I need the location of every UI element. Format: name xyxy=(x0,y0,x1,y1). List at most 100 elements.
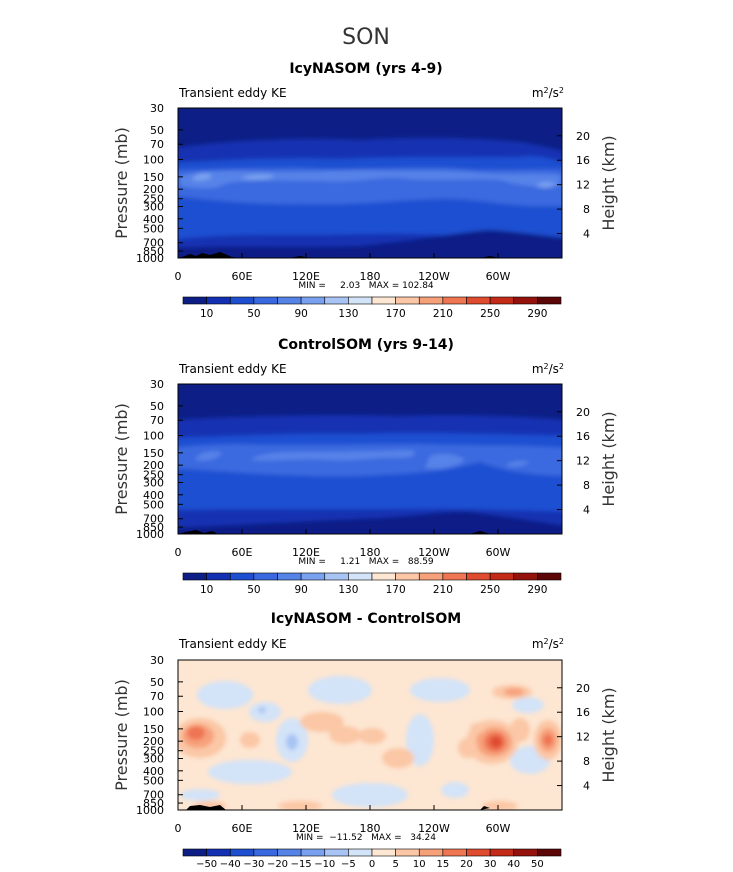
panel-units: m2/s2 xyxy=(532,637,564,652)
y-tick-label: 500 xyxy=(143,498,164,511)
y-tick-label: 1000 xyxy=(136,528,164,541)
colorbar-swatch xyxy=(537,296,562,305)
panel-title: IcyNASOM (yrs 4-9) xyxy=(289,61,442,77)
y-right-tick-label: 16 xyxy=(576,430,590,443)
colorbar-swatch xyxy=(348,296,373,305)
colorbar-swatch xyxy=(371,572,396,581)
colorbar-swatch xyxy=(395,296,420,305)
colorbar-swatch xyxy=(253,572,278,581)
colorbar-swatch xyxy=(466,572,491,581)
y-right-tick-label: 4 xyxy=(583,504,590,517)
y-tick-label: 100 xyxy=(143,154,164,167)
colorbar-label: −40 xyxy=(220,859,241,870)
panel-units: m2/s2 xyxy=(532,362,564,377)
y-tick-label: 400 xyxy=(143,489,164,502)
y-tick-label: 1000 xyxy=(136,804,164,817)
y-tick-label: 50 xyxy=(150,400,164,413)
y-axis-title: Pressure (mb) xyxy=(112,403,131,515)
colorbar-swatch xyxy=(229,572,255,581)
colorbar-swatch xyxy=(324,296,349,305)
y-tick-label: 500 xyxy=(143,774,164,787)
y-tick-label: 200 xyxy=(143,183,164,196)
colorbar-label: 90 xyxy=(294,584,307,596)
colorbar-swatch xyxy=(489,572,515,581)
colorbar-label: −5 xyxy=(341,859,356,870)
x-tick-label: 60W xyxy=(486,270,511,283)
y-right-tick-label: 4 xyxy=(583,780,590,793)
y-tick-label: 250 xyxy=(143,193,164,206)
colorbar-swatch xyxy=(418,848,444,857)
colorbar-swatch xyxy=(371,296,396,305)
colorbar-swatch xyxy=(395,572,420,581)
y-right-tick-label: 8 xyxy=(583,479,590,492)
colorbar-label: 50 xyxy=(247,584,260,596)
y-right-tick-label: 12 xyxy=(576,731,590,744)
colorbar-swatch xyxy=(489,296,515,305)
y-tick-label: 700 xyxy=(143,789,164,802)
y-tick-label: 50 xyxy=(150,676,164,689)
colorbar-swatch xyxy=(182,572,207,581)
colorbar-swatch xyxy=(206,572,231,581)
y-tick-label: 150 xyxy=(143,723,164,736)
figure-title: SON xyxy=(342,25,390,50)
panel-controlsom: ControlSOM (yrs 9-14) Transient eddy KE … xyxy=(112,337,618,596)
colorbar-label: 10 xyxy=(413,859,426,870)
x-tick-label: 60E xyxy=(232,546,253,559)
colorbar-swatch xyxy=(537,848,562,857)
y-tick-label: 30 xyxy=(150,102,164,115)
colorbar-swatch xyxy=(277,848,302,857)
colorbar-swatch xyxy=(300,848,326,857)
x-tick-label: 120E xyxy=(292,546,320,559)
y-right-axis-title: Height (km) xyxy=(599,135,618,230)
colorbar-swatch xyxy=(513,296,538,305)
colorbar-swatch xyxy=(229,848,255,857)
y-tick-label: 250 xyxy=(143,745,164,758)
colorbar-label: −10 xyxy=(314,859,335,870)
y-tick-label: 250 xyxy=(143,469,164,482)
min-max-readout: MIN = −11.52 MAX = 34.24 xyxy=(296,833,436,843)
colorbar-label: 10 xyxy=(200,308,213,320)
x-tick-label: 120W xyxy=(418,822,450,835)
y-tick-label: 850 xyxy=(143,245,164,258)
y-tick-label: 70 xyxy=(150,138,164,151)
contour-field xyxy=(178,384,562,534)
colorbar-swatch xyxy=(182,848,207,857)
x-tick-label: 60W xyxy=(486,822,511,835)
min-max-readout: MIN = 2.03 MAX = 102.84 xyxy=(298,281,434,291)
colorbar-swatch xyxy=(300,296,326,305)
y-tick-label: 100 xyxy=(143,430,164,443)
x-tick-label: 0 xyxy=(175,546,182,559)
colorbar-label: 40 xyxy=(507,859,520,870)
panel-variable-label: Transient eddy KE xyxy=(178,86,287,100)
y-tick-label: 70 xyxy=(150,414,164,427)
x-tick-label: 120W xyxy=(418,546,450,559)
x-tick-label: 60W xyxy=(486,546,511,559)
y-axis-title: Pressure (mb) xyxy=(112,679,131,791)
y-tick-label: 1000 xyxy=(136,252,164,265)
colorbar-swatch xyxy=(348,572,373,581)
colorbar-label: 50 xyxy=(247,308,260,320)
panel-difference: IcyNASOM - ControlSOM Transient eddy KE … xyxy=(112,611,618,870)
colorbar-swatch xyxy=(324,848,349,857)
y-right-tick-label: 16 xyxy=(576,706,590,719)
y-right-tick-label: 16 xyxy=(576,154,590,167)
colorbar-swatch xyxy=(513,572,538,581)
panel-title: IcyNASOM - ControlSOM xyxy=(271,611,461,627)
colorbar-label: 170 xyxy=(386,584,406,596)
y-tick-label: 150 xyxy=(143,447,164,460)
x-tick-label: 0 xyxy=(175,270,182,283)
y-right-tick-label: 12 xyxy=(576,455,590,468)
colorbar-label: 290 xyxy=(527,584,547,596)
y-right-tick-label: 20 xyxy=(576,130,590,143)
colorbar: 10 50 90 130 170 210 250 290 xyxy=(182,296,562,320)
colorbar-swatch xyxy=(418,572,444,581)
colorbar-swatch xyxy=(229,296,255,305)
colorbar-swatch xyxy=(324,572,349,581)
colorbar-label: 30 xyxy=(484,859,497,870)
y-tick-label: 300 xyxy=(143,752,164,765)
x-tick-label: 120E xyxy=(292,270,320,283)
x-tick-label: 120E xyxy=(292,822,320,835)
panel-icynasom: IcyNASOM (yrs 4-9) Transient eddy KE m2/… xyxy=(112,61,618,320)
y-tick-label: 200 xyxy=(143,459,164,472)
colorbar-swatch xyxy=(206,296,231,305)
